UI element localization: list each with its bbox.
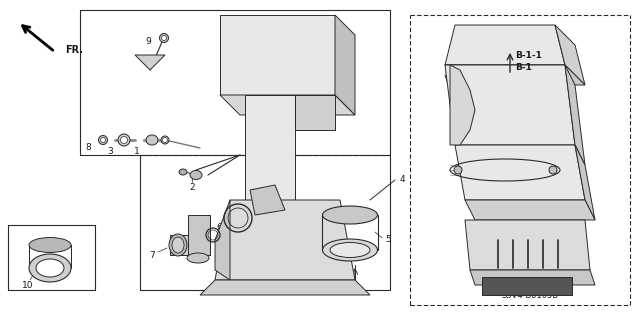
- Polygon shape: [250, 185, 285, 215]
- Ellipse shape: [99, 136, 108, 145]
- Text: 4: 4: [400, 175, 406, 184]
- Text: 9: 9: [145, 38, 151, 47]
- Ellipse shape: [323, 206, 378, 224]
- Text: 10: 10: [22, 280, 33, 290]
- Ellipse shape: [159, 33, 168, 42]
- Ellipse shape: [172, 237, 184, 253]
- Text: 8: 8: [85, 144, 91, 152]
- Ellipse shape: [29, 238, 71, 253]
- Ellipse shape: [29, 254, 71, 282]
- Text: 7: 7: [149, 250, 155, 259]
- Ellipse shape: [118, 134, 130, 146]
- Polygon shape: [450, 65, 475, 145]
- Ellipse shape: [323, 239, 378, 261]
- Ellipse shape: [161, 136, 169, 144]
- Text: S3V4-B0105B: S3V4-B0105B: [501, 291, 559, 300]
- Text: B-1: B-1: [515, 63, 532, 72]
- Polygon shape: [215, 200, 355, 280]
- Text: FR.: FR.: [65, 45, 83, 55]
- Polygon shape: [575, 145, 595, 220]
- Polygon shape: [445, 65, 585, 85]
- Ellipse shape: [36, 259, 64, 277]
- Polygon shape: [465, 200, 595, 220]
- Text: 2: 2: [189, 182, 195, 191]
- Bar: [482, 277, 572, 295]
- Ellipse shape: [120, 137, 127, 144]
- Polygon shape: [215, 200, 230, 280]
- Polygon shape: [465, 220, 590, 270]
- Polygon shape: [188, 215, 210, 255]
- Text: 3: 3: [108, 147, 113, 157]
- Ellipse shape: [100, 137, 106, 143]
- Polygon shape: [200, 280, 370, 295]
- Ellipse shape: [163, 137, 168, 143]
- Polygon shape: [245, 95, 295, 200]
- Text: 1: 1: [134, 147, 140, 157]
- Polygon shape: [565, 65, 585, 165]
- Ellipse shape: [190, 170, 202, 180]
- Polygon shape: [295, 95, 335, 130]
- Polygon shape: [470, 270, 595, 285]
- Ellipse shape: [330, 242, 370, 257]
- Polygon shape: [220, 95, 355, 115]
- Ellipse shape: [549, 166, 557, 174]
- Ellipse shape: [169, 234, 187, 256]
- Ellipse shape: [179, 169, 187, 175]
- Ellipse shape: [146, 135, 158, 145]
- Text: 6: 6: [216, 224, 222, 233]
- Ellipse shape: [161, 35, 166, 41]
- Ellipse shape: [454, 166, 462, 174]
- Polygon shape: [445, 65, 575, 145]
- Polygon shape: [170, 235, 210, 255]
- Text: 5: 5: [385, 235, 391, 244]
- Polygon shape: [335, 15, 355, 115]
- Polygon shape: [135, 55, 165, 70]
- Ellipse shape: [187, 253, 209, 263]
- Polygon shape: [445, 25, 565, 65]
- Polygon shape: [455, 145, 585, 200]
- Text: B-1-1: B-1-1: [515, 51, 542, 61]
- Polygon shape: [220, 15, 335, 95]
- Polygon shape: [555, 25, 585, 85]
